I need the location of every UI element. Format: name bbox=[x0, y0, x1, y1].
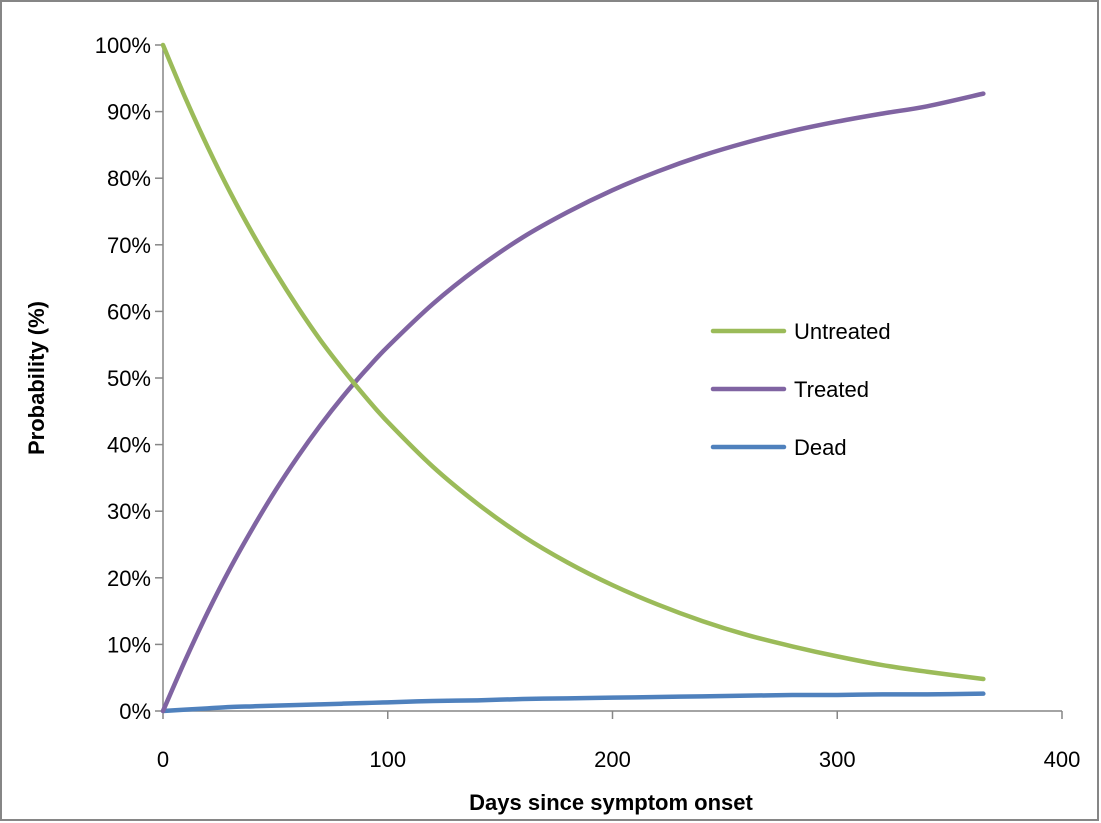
x-tick-label: 400 bbox=[1044, 747, 1081, 772]
y-tick-label: 20% bbox=[107, 566, 151, 591]
y-tick-label: 90% bbox=[107, 100, 151, 125]
x-tick-label: 200 bbox=[594, 747, 631, 772]
y-tick-label: 40% bbox=[107, 433, 151, 458]
x-tick-label: 100 bbox=[369, 747, 406, 772]
y-tick-label: 70% bbox=[107, 233, 151, 258]
series-line-untreated bbox=[160, 42, 986, 682]
y-tick-label: 0% bbox=[119, 699, 151, 724]
legend-label-untreated: Untreated bbox=[794, 319, 891, 344]
series-line-dead bbox=[160, 691, 986, 714]
y-tick-label: 30% bbox=[107, 499, 151, 524]
y-tick-label: 10% bbox=[107, 632, 151, 657]
legend-label-dead: Dead bbox=[794, 435, 847, 460]
y-tick-label: 50% bbox=[107, 366, 151, 391]
y-axis-title: Probability (%) bbox=[24, 301, 49, 455]
y-tick-label: 100% bbox=[95, 33, 151, 58]
legend-label-treated: Treated bbox=[794, 377, 869, 402]
x-axis-title: Days since symptom onset bbox=[469, 790, 753, 815]
axes bbox=[155, 44, 1063, 719]
y-tick-label: 60% bbox=[107, 299, 151, 324]
x-tick-label: 300 bbox=[819, 747, 856, 772]
series-line-treated bbox=[160, 91, 986, 714]
x-tick-label: 0 bbox=[157, 747, 169, 772]
tick-labels: 0% 10% 20% 30% 40% 50% 60% 70% 80% 90% 100% 0 100 200… bbox=[95, 33, 1081, 772]
legend: Untreated Treated Dead bbox=[710, 319, 891, 460]
y-tick-label: 80% bbox=[107, 166, 151, 191]
plot-lines bbox=[160, 42, 986, 714]
